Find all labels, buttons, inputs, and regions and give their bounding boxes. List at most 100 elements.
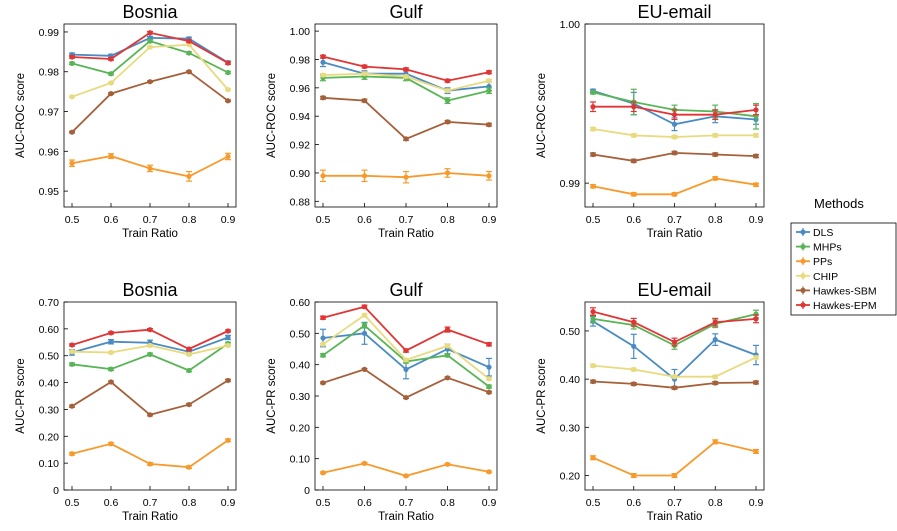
legend-box	[790, 222, 897, 316]
data-point	[444, 343, 451, 349]
legend-label: MHPs	[813, 242, 842, 254]
data-point	[320, 470, 326, 476]
panel-title: Bosnia	[122, 2, 178, 22]
data-point	[361, 71, 368, 77]
data-point	[444, 98, 451, 104]
y-tick-label: 0.90	[290, 168, 311, 180]
data-point	[320, 380, 326, 386]
panel-3: EU-email 0.99 1.00 0.5 0.6 0.7 0.8 0.9 Train Rat…	[536, 2, 765, 240]
data-point	[186, 42, 192, 48]
data-point	[69, 451, 75, 457]
axes-frame	[584, 301, 765, 491]
data-point	[631, 319, 637, 325]
data-point	[486, 376, 492, 382]
legend-entry-dls: DLS	[796, 227, 833, 239]
data-point	[361, 304, 368, 310]
y-tick-label: 0.40	[39, 378, 60, 390]
legend-label: Hawkes-SBM	[813, 285, 877, 297]
data-point	[671, 134, 678, 140]
y-tick-label: 0.88	[290, 196, 311, 208]
data-point	[147, 44, 153, 50]
data-point	[186, 50, 192, 56]
data-point	[753, 132, 759, 138]
panel-6: EU-email 0.20 0.30 0.40 0.50 0.5 0.6 0.7 0.8 0.9 T…	[536, 280, 765, 523]
y-tick-label: 0.40	[560, 374, 581, 386]
legend-entry-hawkes-sbm: Hawkes-SBM	[796, 285, 877, 297]
data-point	[225, 334, 231, 341]
data-point	[108, 441, 114, 447]
y-tick-label: 0.20	[560, 471, 581, 483]
data-point	[486, 69, 492, 75]
data-point	[444, 352, 451, 358]
data-point	[486, 341, 492, 347]
x-axis-label: Train Ratio	[378, 228, 434, 240]
data-point	[712, 337, 718, 343]
legend-label: Hawkes-EPM	[813, 300, 877, 312]
y-tick-label: 0.50	[39, 351, 60, 363]
data-point	[671, 150, 678, 156]
y-tick-label: 0.20	[290, 422, 311, 434]
data-point	[590, 363, 596, 369]
y-tick-label: 0.98	[39, 67, 60, 79]
data-point	[444, 88, 451, 94]
data-point	[712, 151, 718, 158]
data-point	[69, 54, 75, 60]
data-point	[712, 112, 718, 118]
data-point	[631, 472, 637, 479]
x-axis-label: Train Ratio	[122, 511, 178, 523]
data-point	[69, 349, 75, 355]
y-tick-label: 0.96	[39, 146, 60, 158]
data-point	[108, 339, 114, 345]
data-point	[361, 330, 368, 336]
data-point	[186, 367, 192, 374]
y-axis-label: AUC-ROC score	[536, 73, 548, 158]
data-point	[444, 78, 451, 84]
data-point	[590, 378, 596, 385]
panel-title: Gulf	[389, 280, 423, 300]
data-point	[361, 366, 368, 372]
series-line	[322, 305, 490, 352]
data-point	[753, 448, 759, 455]
data-point	[320, 335, 326, 341]
x-tick-label: 0.9	[482, 497, 497, 509]
legend-label: PPs	[813, 256, 832, 268]
series-hawkes-sbm	[69, 377, 231, 418]
data-point	[108, 153, 114, 159]
y-tick-label: 0.10	[290, 454, 311, 466]
y-tick-label: 0.40	[290, 360, 311, 372]
legend-swatch-marker	[800, 258, 806, 264]
legend: Methods DLS MHPs PPs CHIP Hawkes-SBM Hawkes-EP…	[790, 196, 897, 316]
data-point	[361, 460, 368, 466]
panel-5: Gulf 0 0.10 0.20 0.30 0.40 0.50 0.60 0.5 0.6 0.7 0.…	[266, 280, 498, 523]
data-point	[147, 342, 153, 349]
y-axis-label: AUC-PR score	[15, 358, 27, 433]
y-tick-label: 0.20	[39, 431, 60, 443]
data-point	[631, 343, 637, 349]
x-tick-label: 0.6	[626, 497, 641, 509]
y-tick-label: 0.30	[560, 422, 581, 434]
panel-title: EU-email	[637, 2, 711, 22]
y-tick-label: 0.10	[39, 458, 60, 470]
x-tick-label: 0.8	[182, 214, 197, 226]
data-point	[590, 104, 596, 110]
legend-swatch-marker	[800, 287, 806, 293]
series-chip	[69, 342, 231, 357]
data-point	[69, 403, 75, 409]
y-tick-label: 0.60	[290, 297, 311, 309]
data-point	[631, 132, 637, 138]
data-point	[486, 88, 492, 94]
data-point	[147, 38, 153, 44]
x-tick-label: 0.7	[667, 497, 682, 509]
x-axis-label: Train Ratio	[122, 228, 178, 240]
series-pps	[69, 152, 231, 182]
panel-2: Gulf 0.88 0.90 0.92 0.94 0.96 0.98 1.00 0.5 0.6 0.…	[266, 2, 498, 240]
series-pps	[320, 168, 492, 184]
panel-4: Bosnia 0 0.10 0.20 0.30 0.40 0.50 0.60 0.70 0.5 0.…	[15, 280, 237, 523]
y-tick-label: 0.94	[290, 111, 311, 123]
y-tick-label: 0.50	[290, 328, 311, 340]
data-point	[486, 122, 492, 128]
data-point	[753, 153, 759, 159]
data-point	[69, 60, 75, 66]
x-tick-label: 0.8	[708, 214, 723, 226]
y-tick-label: 0.92	[290, 140, 311, 152]
